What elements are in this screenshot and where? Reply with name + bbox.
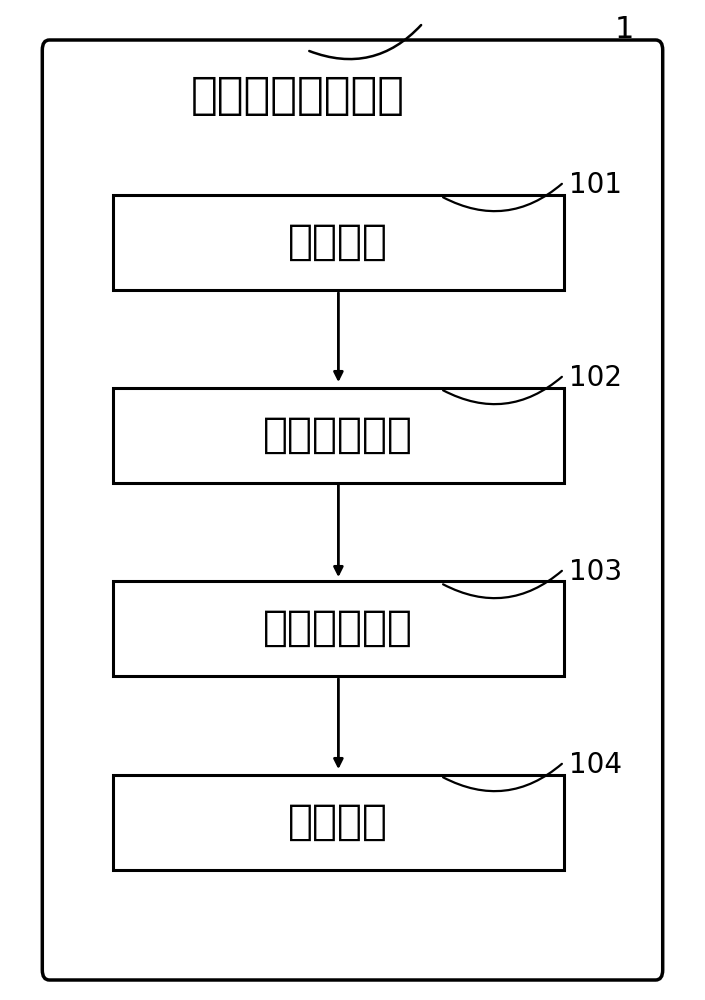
FancyBboxPatch shape [113, 194, 564, 290]
Text: 补偿单元单元: 补偿单元单元 [264, 414, 413, 456]
Text: 检测单元: 检测单元 [288, 221, 388, 263]
Text: 生物热图获取装置: 生物热图获取装置 [190, 74, 405, 116]
FancyArrowPatch shape [443, 377, 562, 404]
FancyArrowPatch shape [443, 764, 562, 791]
FancyArrowPatch shape [443, 571, 562, 598]
Text: 102: 102 [569, 364, 623, 392]
Text: 101: 101 [569, 171, 623, 199]
Text: 背景过滤单元: 背景过滤单元 [264, 607, 413, 649]
Text: 输出单元: 输出单元 [288, 801, 388, 843]
FancyArrowPatch shape [309, 25, 421, 59]
FancyArrowPatch shape [443, 184, 562, 211]
FancyBboxPatch shape [42, 40, 663, 980]
Text: 104: 104 [569, 751, 623, 779]
FancyBboxPatch shape [113, 580, 564, 676]
Text: 1: 1 [614, 15, 634, 44]
FancyBboxPatch shape [113, 388, 564, 483]
FancyBboxPatch shape [113, 774, 564, 869]
Text: 103: 103 [569, 558, 623, 586]
